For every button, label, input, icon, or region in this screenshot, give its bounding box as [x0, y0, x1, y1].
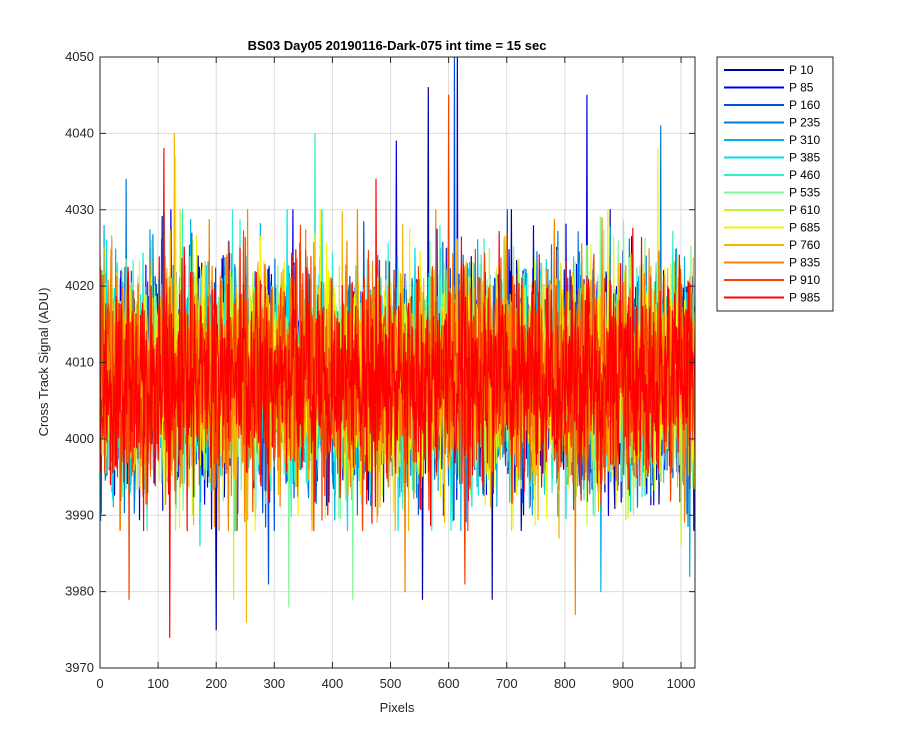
x-tick-label: 600 [438, 676, 460, 691]
x-tick-label: 200 [205, 676, 227, 691]
legend-label: P 160 [789, 98, 820, 112]
legend-label: P 835 [789, 256, 820, 270]
legend-label: P 985 [789, 291, 820, 305]
legend-label: P 235 [789, 116, 820, 130]
legend-label: P 310 [789, 133, 820, 147]
legend-box [716, 56, 834, 312]
x-tick-label: 400 [322, 676, 344, 691]
y-tick-label: 4040 [65, 125, 94, 140]
y-tick-label: 3980 [65, 584, 94, 599]
chart-title: BS03 Day05 20190116-Dark-075 int time = … [248, 38, 547, 53]
y-tick-label: 4000 [65, 431, 94, 446]
legend-label: P 685 [789, 221, 820, 235]
y-tick-label: 3970 [65, 660, 94, 675]
series-line [100, 148, 695, 639]
x-tick-label: 700 [496, 676, 518, 691]
x-axis-label: Pixels [380, 700, 415, 715]
x-tick-label: 900 [612, 676, 634, 691]
tick-layer: 0 100 200 300 400 500 600 700 800 900 1000 3970 3980… [65, 49, 695, 691]
legend-label: P 85 [789, 81, 814, 95]
x-tick-label: 1000 [667, 676, 696, 691]
x-tick-label: 300 [263, 676, 285, 691]
y-tick-label: 4030 [65, 202, 94, 217]
x-tick-label: 0 [96, 676, 103, 691]
y-tick-label: 3990 [65, 507, 94, 522]
y-axis-label: Cross Track Signal (ADU) [36, 288, 51, 437]
series-layer [100, 57, 695, 639]
legend: P 10 P 85 P 160 P 235 P 310 P 385 P 460 P 535 P … [716, 56, 834, 312]
x-tick-label: 800 [554, 676, 576, 691]
legend-label: P 10 [789, 63, 814, 77]
x-tick-label: 500 [380, 676, 402, 691]
y-tick-label: 4050 [65, 49, 94, 64]
legend-label: P 760 [789, 238, 820, 252]
legend-label: P 385 [789, 151, 820, 165]
legend-label: P 910 [789, 273, 820, 287]
legend-label: P 460 [789, 168, 820, 182]
y-tick-label: 4010 [65, 355, 94, 370]
x-tick-label: 100 [147, 676, 169, 691]
y-tick-label: 4020 [65, 278, 94, 293]
legend-label: P 610 [789, 203, 820, 217]
legend-items: P 10 P 85 P 160 P 235 P 310 P 385 P 460 P 535 P … [724, 63, 820, 305]
legend-label: P 535 [789, 186, 820, 200]
